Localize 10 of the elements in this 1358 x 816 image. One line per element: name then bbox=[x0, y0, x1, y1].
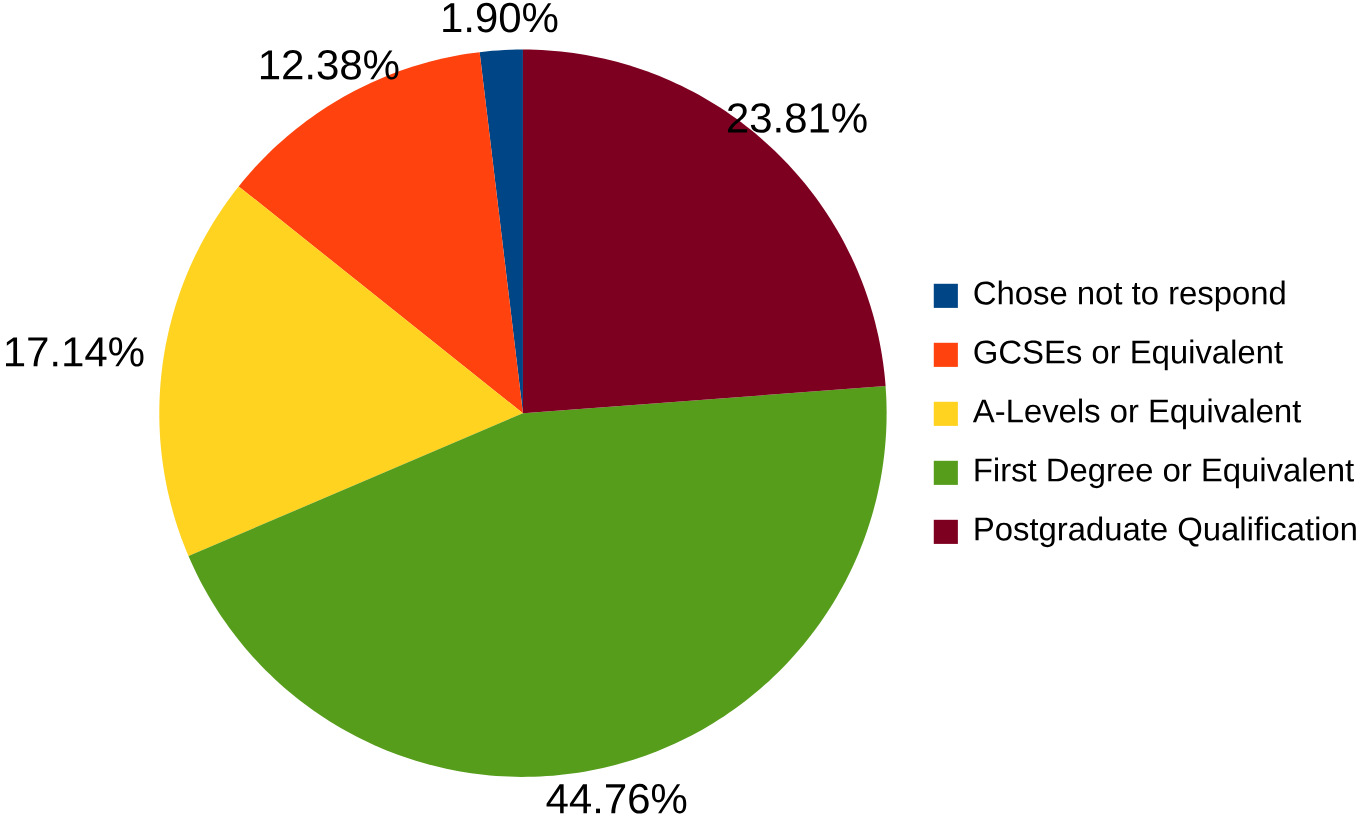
legend-label: First Degree or Equivalent bbox=[975, 457, 1354, 488]
data-label: 1.90% bbox=[443, 2, 558, 33]
legend-label: Chose not to respond bbox=[974, 280, 1285, 311]
data-label: 44.76% bbox=[546, 783, 687, 814]
data-label: 12.38% bbox=[260, 49, 399, 80]
legend-label: GCSEs or Equivalent bbox=[974, 339, 1283, 370]
legend-label: A-Levels or Equivalent bbox=[972, 398, 1302, 429]
legend-label: Postgraduate Qualification bbox=[975, 516, 1356, 547]
data-label: 23.81% bbox=[728, 102, 867, 133]
data-label: 17.14% bbox=[6, 337, 144, 367]
